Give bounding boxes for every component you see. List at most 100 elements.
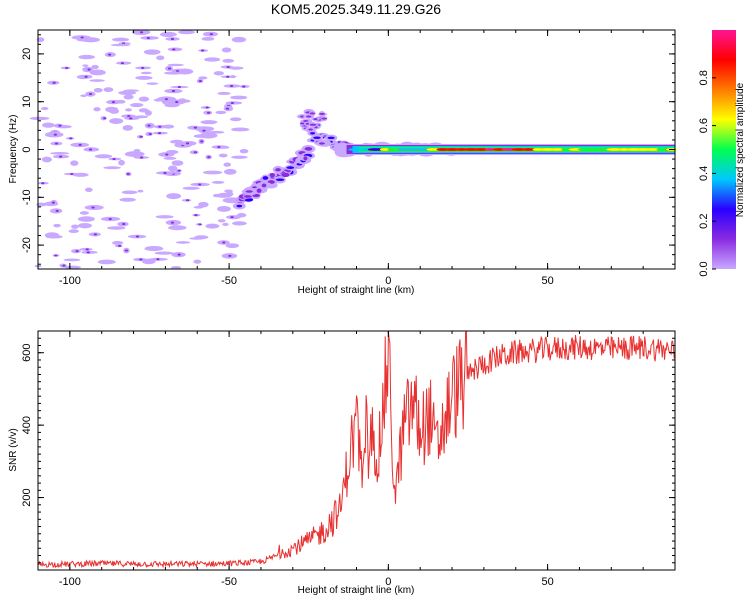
noise-blob bbox=[201, 36, 215, 41]
signal-core bbox=[275, 168, 281, 172]
noise-blob-core bbox=[167, 67, 172, 70]
carrier-core bbox=[643, 148, 662, 151]
carrier-core bbox=[656, 148, 669, 151]
noise-blob bbox=[44, 232, 60, 239]
noise-blob-core bbox=[198, 223, 202, 226]
noise-blob-core bbox=[177, 86, 181, 89]
carrier-core bbox=[561, 148, 573, 151]
noise-blob bbox=[123, 94, 134, 100]
noise-blob bbox=[217, 219, 226, 223]
noise-blob bbox=[80, 94, 88, 98]
noise-blob bbox=[156, 55, 165, 61]
noise-blob bbox=[198, 76, 208, 80]
noise-blob-core bbox=[226, 66, 230, 69]
signal-core bbox=[305, 122, 309, 125]
noise-blob-core bbox=[54, 254, 58, 257]
signal-core bbox=[313, 136, 321, 139]
noise-blob-core bbox=[171, 90, 176, 93]
noise-blob-core bbox=[200, 49, 205, 52]
noise-blob bbox=[230, 95, 248, 100]
y-tick-label: 10 bbox=[21, 96, 33, 108]
noise-blob bbox=[106, 226, 126, 230]
noise-blob-core bbox=[69, 137, 73, 140]
noise-blob-core bbox=[193, 126, 197, 129]
noise-blob bbox=[41, 156, 52, 163]
noise-blob-core bbox=[206, 111, 211, 114]
noise-blob-core bbox=[75, 250, 79, 253]
noise-blob-core bbox=[202, 129, 206, 132]
noise-blob bbox=[29, 116, 50, 121]
noise-blob bbox=[77, 216, 95, 222]
noise-blob-core bbox=[87, 68, 91, 71]
noise-blob bbox=[193, 259, 202, 264]
noise-blob bbox=[239, 148, 249, 154]
noise-blob bbox=[223, 162, 232, 167]
noise-blob-core bbox=[186, 199, 190, 202]
signal-core bbox=[245, 190, 253, 193]
x-tick-label: -100 bbox=[59, 275, 81, 287]
noise-blob-core bbox=[111, 101, 116, 104]
x-tick-label: -50 bbox=[221, 576, 237, 588]
noise-blob-core bbox=[139, 31, 144, 34]
x-tick-label: 50 bbox=[541, 576, 553, 588]
noise-blob bbox=[112, 240, 124, 245]
noise-blob bbox=[138, 96, 150, 102]
noise-blob-core bbox=[122, 223, 126, 226]
noise-blob bbox=[230, 127, 250, 132]
signal-core bbox=[310, 132, 316, 135]
noise-blob bbox=[163, 156, 177, 160]
noise-blob-core bbox=[91, 206, 95, 209]
noise-blob-core bbox=[93, 233, 97, 236]
noise-blob-core bbox=[88, 93, 93, 96]
noise-blob-core bbox=[226, 75, 230, 78]
noise-blob-core bbox=[222, 241, 226, 244]
noise-blob-core bbox=[78, 143, 82, 146]
noise-blob bbox=[178, 30, 196, 35]
noise-blob-core bbox=[175, 70, 180, 73]
noise-blob bbox=[78, 54, 95, 60]
noise-blob-core bbox=[228, 254, 232, 257]
x-tick-label: -50 bbox=[221, 275, 237, 287]
noise-blob-core bbox=[124, 249, 129, 252]
signal-core bbox=[275, 178, 285, 182]
noise-blob bbox=[193, 134, 208, 138]
noise-blob bbox=[229, 117, 242, 122]
noise-blob-core bbox=[230, 85, 234, 88]
noise-blob-core bbox=[200, 140, 204, 143]
noise-blob-core bbox=[242, 85, 246, 88]
noise-blob-core bbox=[207, 156, 211, 159]
noise-blob-core bbox=[84, 75, 88, 78]
noise-blob bbox=[167, 165, 178, 172]
carrier-core bbox=[484, 148, 496, 151]
noise-blob-core bbox=[86, 251, 90, 254]
spectrogram-y-label: Frequency (Hz) bbox=[8, 115, 19, 184]
noise-blob bbox=[204, 57, 221, 62]
colorbar-tick-label: 0.8 bbox=[698, 70, 710, 85]
noise-blob bbox=[63, 258, 81, 262]
colorbar-scale bbox=[712, 30, 736, 269]
noise-blob bbox=[103, 166, 122, 170]
noise-blob bbox=[200, 120, 218, 125]
carrier-core bbox=[379, 148, 391, 151]
noise-blob-core bbox=[62, 264, 66, 267]
noise-blob-core bbox=[41, 182, 45, 185]
colorbar-tick-label: 0.6 bbox=[698, 118, 710, 133]
noise-blob bbox=[232, 221, 247, 226]
noise-blob bbox=[137, 189, 144, 193]
signal-core bbox=[286, 166, 295, 169]
noise-blob bbox=[110, 43, 131, 47]
x-tick-label: -100 bbox=[59, 576, 81, 588]
noise-blob bbox=[159, 31, 177, 38]
noise-blob-core bbox=[108, 53, 112, 56]
noise-blob bbox=[222, 58, 235, 63]
signal-core bbox=[313, 118, 318, 121]
noise-blob bbox=[91, 64, 99, 70]
noise-blob-core bbox=[209, 33, 213, 36]
carrier-core bbox=[618, 148, 630, 151]
noise-blob bbox=[153, 98, 166, 102]
carrier-core bbox=[444, 148, 460, 151]
noise-blob bbox=[94, 154, 113, 159]
noise-blob-core bbox=[177, 253, 181, 256]
noise-blob bbox=[154, 251, 174, 255]
noise-blob-core bbox=[58, 124, 62, 127]
